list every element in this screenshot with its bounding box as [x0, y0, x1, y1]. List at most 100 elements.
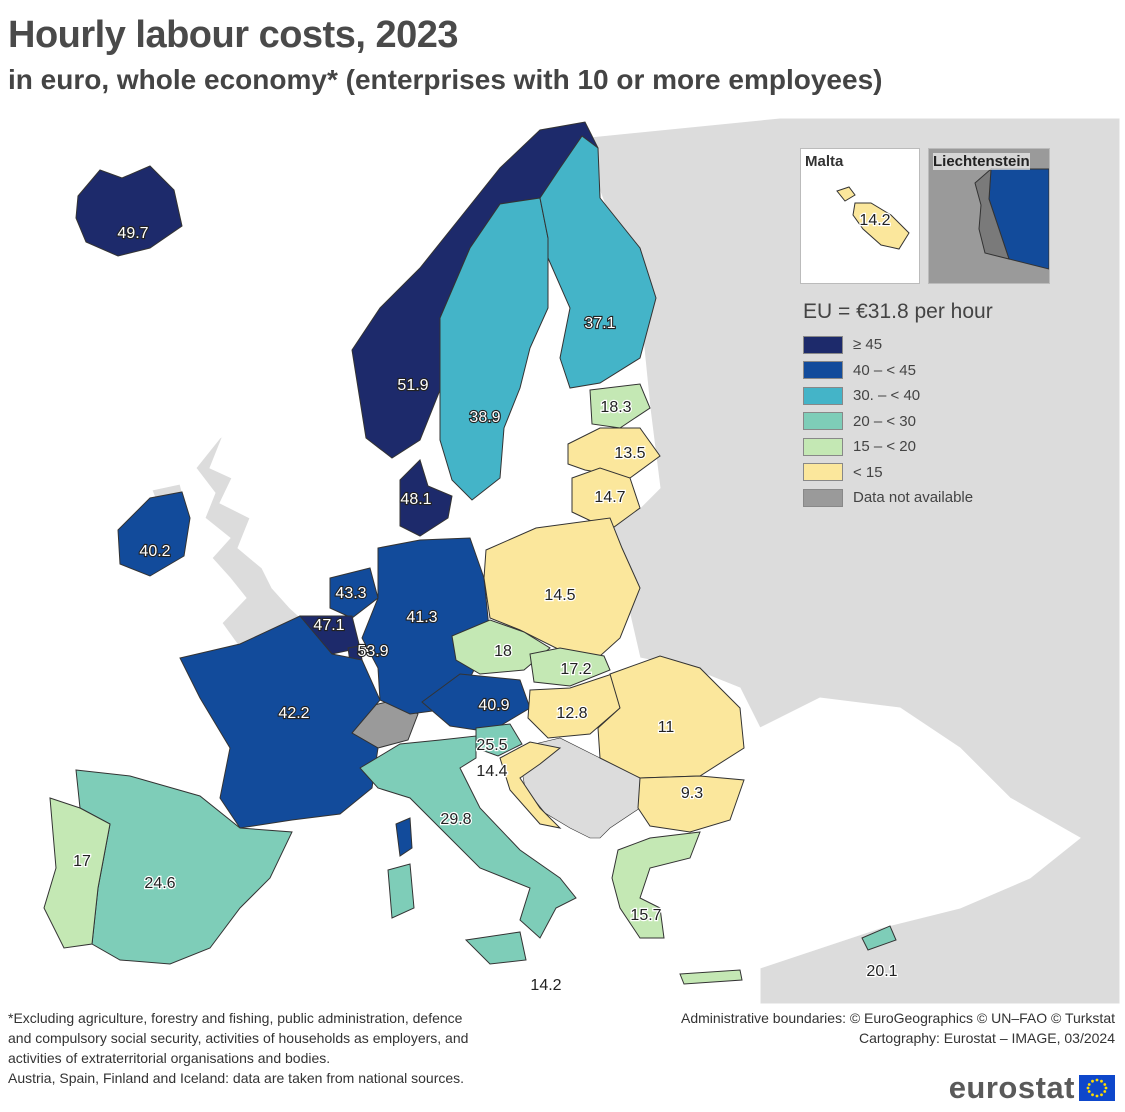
- iceland-region: [75, 165, 183, 257]
- eu-countries: [43, 121, 897, 985]
- label-cyprus: 20.1: [866, 963, 897, 980]
- label-hungary: 12.8: [556, 705, 587, 722]
- legend-label: 15 – < 20: [853, 438, 916, 456]
- netherlands-region: [329, 567, 379, 619]
- sardinia-region: [387, 863, 415, 919]
- label-austria: 40.9: [478, 697, 509, 714]
- label-lithuania: 14.7: [594, 489, 625, 506]
- greece-region: [611, 831, 701, 939]
- credits-line: Cartography: Eurostat – IMAGE, 03/2024: [858, 1030, 1115, 1046]
- legend-label: 20 – < 30: [853, 412, 916, 430]
- lithuania-region: [571, 467, 641, 531]
- label-italy: 29.8: [440, 811, 471, 828]
- label-norway: 51.9: [397, 377, 428, 394]
- sicily-region: [464, 931, 527, 965]
- legend-swatch: [803, 361, 843, 380]
- label-denmark: 48.1: [400, 491, 431, 508]
- label-slovenia: 25.5: [476, 737, 507, 754]
- malta-shape: [836, 186, 910, 250]
- sweden-region: [439, 197, 549, 501]
- label-latvia: 13.5: [614, 445, 645, 462]
- footnote-line: activities of extraterritorial organisat…: [8, 1050, 331, 1066]
- legend-label: Data not available: [853, 489, 974, 507]
- legend-item: 40 – < 45: [803, 358, 1103, 384]
- crete-region: [679, 969, 743, 985]
- ireland-region: [117, 491, 191, 577]
- page-title: Hourly labour costs, 2023: [8, 14, 459, 56]
- liechtenstein-inset-map: [974, 167, 1049, 270]
- footnote: *Excluding agriculture, forestry and fis…: [8, 1008, 568, 1088]
- map-area: 49.7 51.9 38.9 37.1 18.3 13.5 14.7 48.1 …: [0, 108, 1125, 1004]
- legend-item: 15 – < 20: [803, 434, 1103, 460]
- portugal-region: [43, 797, 111, 949]
- estonia-region: [589, 383, 651, 429]
- legend: EU = €31.8 per hour ≥ 45 40 – < 45 30. – <…: [803, 300, 1103, 511]
- label-luxembourg: 53.9: [357, 643, 388, 660]
- label-germany: 41.3: [406, 609, 437, 626]
- finland-region: [539, 135, 657, 389]
- legend-item: ≥ 45: [803, 332, 1103, 358]
- footnote-line: and compulsory social security, activiti…: [8, 1030, 469, 1046]
- label-bulgaria: 9.3: [681, 785, 703, 802]
- legend-label: 30. – < 40: [853, 387, 921, 405]
- page-subtitle: in euro, whole economy* (enterprises wit…: [8, 64, 883, 95]
- label-portugal: 17: [73, 853, 91, 870]
- legend-label: < 15: [853, 463, 883, 481]
- malta-inset-label: Malta: [805, 153, 844, 170]
- label-czechia: 18: [494, 643, 512, 660]
- malta-inset: Malta 14.2: [800, 148, 920, 284]
- legend-item: 20 – < 30: [803, 409, 1103, 435]
- legend-swatch: [803, 412, 843, 431]
- croatia-region: [499, 741, 562, 829]
- legend-swatch: [803, 463, 843, 482]
- logo-text: eurostat: [948, 1070, 1075, 1105]
- legend-swatch: [803, 335, 843, 354]
- footnote-line: Austria, Spain, Finland and Iceland: dat…: [8, 1070, 465, 1086]
- credits-line: Administrative boundaries: © EuroGeograp…: [680, 1010, 1115, 1026]
- liechtenstein-inset-label: Liechtenstein: [933, 153, 1030, 170]
- bulgaria-region: [637, 775, 745, 833]
- poland-region: [483, 517, 641, 657]
- eu-flag-icon: [1079, 1075, 1115, 1101]
- label-malta: 14.2: [530, 977, 561, 994]
- footnote-line: *Excluding agriculture, forestry and fis…: [8, 1010, 463, 1026]
- label-sweden: 38.9: [469, 409, 500, 426]
- legend-item: Data not available: [803, 485, 1103, 511]
- slovakia-region: [529, 647, 611, 687]
- label-poland: 14.5: [544, 587, 575, 604]
- legend-label: ≥ 45: [853, 336, 883, 354]
- legend-swatch: [803, 437, 843, 456]
- label-iceland: 49.7: [117, 225, 148, 242]
- italy-region: [359, 735, 577, 939]
- value-labels: 49.7 51.9 38.9 37.1 18.3 13.5 14.7 48.1 …: [72, 224, 899, 995]
- legend-item: < 15: [803, 460, 1103, 486]
- malta-inset-value: 14.2: [859, 212, 890, 229]
- label-estonia: 18.3: [600, 399, 631, 416]
- corsica-region: [395, 817, 413, 857]
- eastern-land: [579, 117, 1121, 1004]
- label-belgium: 47.1: [313, 617, 344, 634]
- europe-map: 49.7 51.9 38.9 37.1 18.3 13.5 14.7 48.1 …: [43, 117, 1121, 1004]
- legend-rows: ≥ 45 40 – < 45 30. – < 40 20 – < 30 15 – < 2…: [803, 332, 1103, 511]
- label-spain: 24.6: [144, 875, 175, 892]
- legend-item: 30. – < 40: [803, 383, 1103, 409]
- label-greece: 15.7: [630, 907, 661, 924]
- legend-swatch: [803, 386, 843, 405]
- label-slovakia: 17.2: [560, 661, 591, 678]
- credits: Administrative boundaries: © EuroGeograp…: [681, 1008, 1115, 1048]
- liechtenstein-shape: [974, 167, 1010, 260]
- denmark-region: [399, 459, 453, 537]
- legend-swatch: [803, 488, 843, 507]
- label-finland: 37.1: [584, 315, 615, 332]
- label-netherlands: 43.3: [335, 585, 366, 602]
- eu-stars-icon: [1086, 1078, 1108, 1098]
- cyprus-region: [861, 925, 897, 951]
- label-france: 42.2: [278, 705, 309, 722]
- label-ireland: 40.2: [139, 543, 170, 560]
- eurostat-logo: eurostat: [949, 1070, 1115, 1106]
- malta-inset-map: 14.2: [836, 186, 910, 250]
- legend-label: 40 – < 45: [853, 361, 916, 379]
- liechtenstein-inset: Liechtenstein: [928, 148, 1050, 284]
- latvia-region: [567, 427, 661, 479]
- legend-title: EU = €31.8 per hour: [803, 300, 993, 323]
